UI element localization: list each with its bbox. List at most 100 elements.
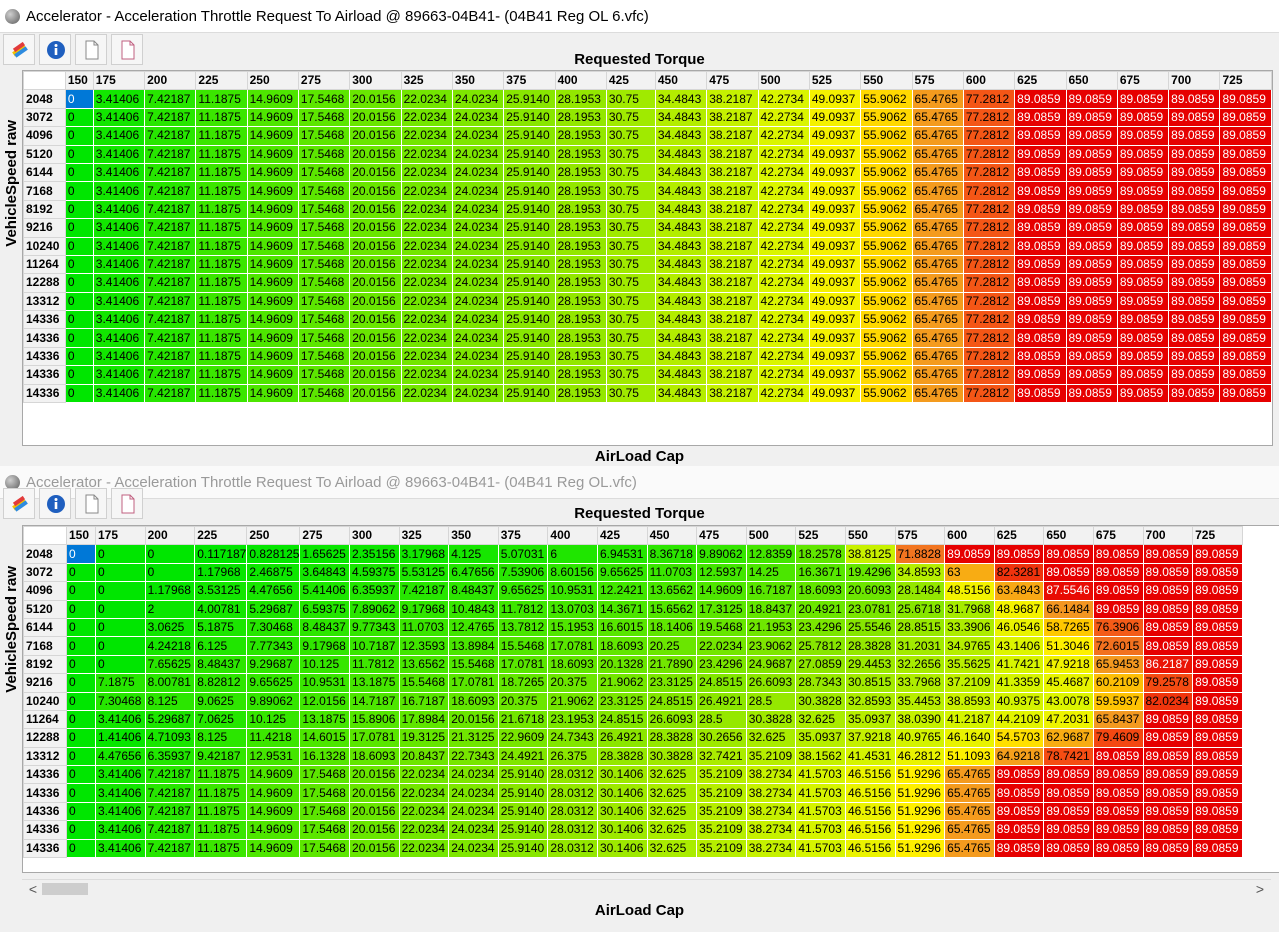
map-cell[interactable]: 14.9609 [246, 801, 301, 822]
document-alt-button[interactable] [111, 34, 143, 65]
map-cell[interactable]: 89.0859 [1014, 89, 1067, 109]
column-header[interactable]: 650 [1043, 526, 1094, 546]
map-cell[interactable]: 25.9140 [497, 765, 549, 785]
map-cell[interactable]: 25.7812 [795, 636, 846, 656]
map-cell[interactable]: 17.0781 [547, 636, 598, 656]
map-cell[interactable]: 63.4843 [993, 581, 1045, 601]
map-cell[interactable]: 10.125 [299, 654, 351, 675]
map-cell[interactable]: 42.2734 [757, 273, 810, 293]
map-cell[interactable]: 89.0859 [1168, 162, 1221, 183]
map-cell[interactable]: 55.9062 [860, 365, 913, 385]
map-cell[interactable]: 9.42187 [194, 746, 248, 767]
map-cell[interactable]: 0 [64, 199, 94, 220]
map-cell[interactable]: 51.9296 [894, 765, 946, 785]
map-cell[interactable]: 89.0859 [1168, 126, 1221, 146]
map-cell[interactable]: 89.0859 [1043, 765, 1094, 785]
column-header[interactable]: 575 [894, 526, 946, 546]
map-cell[interactable]: 4.00781 [194, 599, 248, 619]
map-cell[interactable]: 49.0937 [808, 310, 862, 330]
map-cell[interactable]: 11.1875 [195, 236, 248, 256]
map-cell[interactable]: 77.2812 [962, 107, 1016, 128]
map-cell[interactable]: 35.2109 [696, 838, 747, 859]
map-cell[interactable]: 11.1875 [194, 820, 248, 840]
map-cell[interactable]: 14.9609 [246, 291, 299, 312]
map-cell[interactable]: 7.42187 [144, 801, 196, 822]
map-cell[interactable]: 1.17968 [194, 562, 248, 583]
map-cell[interactable]: 65.4765 [944, 838, 995, 859]
map-cell[interactable]: 18.2578 [795, 544, 846, 564]
map-cell[interactable]: 89.0859 [1219, 162, 1272, 183]
map-cell[interactable]: 40.9375 [993, 691, 1045, 711]
map-cell[interactable]: 3.41406 [95, 801, 146, 822]
map-cell[interactable]: 38.2187 [706, 291, 759, 312]
map-cell[interactable]: 49.0937 [808, 346, 862, 367]
column-header[interactable]: 450 [646, 526, 698, 546]
map-cell[interactable]: 42.2734 [757, 218, 810, 238]
map-cell[interactable]: 9.89062 [696, 544, 747, 564]
map-cell[interactable]: 14.9609 [246, 199, 299, 220]
map-cell[interactable]: 89.0859 [1116, 236, 1170, 256]
map-cell[interactable]: 89.0859 [1192, 838, 1243, 859]
map-cell[interactable]: 24.0234 [451, 144, 505, 164]
map-cell[interactable]: 8.48437 [299, 617, 351, 638]
map-cell[interactable]: 89.0859 [1192, 599, 1243, 619]
map-cell[interactable]: 12.9531 [246, 746, 301, 767]
map-cell[interactable]: 12.5937 [696, 562, 747, 583]
map-cell[interactable]: 89.0859 [1142, 562, 1194, 583]
map-cell[interactable]: 3.41406 [92, 328, 146, 348]
map-cell[interactable]: 89.0859 [1014, 310, 1067, 330]
map-cell[interactable]: 28.1953 [554, 291, 607, 312]
row-header[interactable]: 2048 [23, 89, 66, 109]
column-header[interactable]: 350 [448, 526, 499, 546]
map-cell[interactable]: 11.1875 [195, 383, 248, 404]
map-cell[interactable]: 2.35156 [349, 544, 400, 564]
map-cell[interactable]: 89.0859 [1065, 107, 1118, 128]
map-cell[interactable]: 7.42187 [144, 162, 197, 183]
map-cell[interactable]: 55.9062 [860, 199, 913, 220]
map-cell[interactable]: 89.0859 [1116, 218, 1170, 238]
map-cell[interactable]: 65.9453 [1092, 654, 1144, 675]
map-cell[interactable]: 42.2734 [757, 144, 810, 164]
column-header[interactable]: 250 [246, 71, 299, 91]
map-cell[interactable]: 17.5468 [297, 181, 351, 201]
map-cell[interactable]: 38.2187 [706, 310, 759, 330]
map-cell[interactable]: 30.75 [605, 236, 656, 256]
map-cell[interactable]: 51.9296 [894, 820, 946, 840]
map-cell[interactable]: 0 [66, 654, 96, 675]
map-cell[interactable]: 17.5468 [299, 820, 351, 840]
map-cell[interactable]: 89.0859 [1142, 617, 1194, 638]
map-cell[interactable]: 7.42187 [144, 273, 197, 293]
map-cell[interactable]: 17.5468 [297, 346, 351, 367]
map-cell[interactable]: 18.6093 [795, 581, 846, 601]
row-header[interactable]: 8192 [23, 199, 66, 220]
map-cell[interactable]: 30.1406 [596, 838, 648, 859]
map-cell[interactable]: 26.6093 [646, 709, 698, 730]
map-cell[interactable]: 6.35937 [144, 746, 196, 767]
map-cell[interactable]: 7.42187 [144, 383, 197, 404]
map-cell[interactable]: 22.0234 [400, 346, 453, 367]
map-cell[interactable]: 89.0859 [1219, 365, 1272, 385]
map-cell[interactable]: 34.8593 [894, 562, 946, 583]
map-cell[interactable]: 8.125 [194, 728, 248, 748]
map-cell[interactable]: 8.48437 [448, 581, 499, 601]
map-cell[interactable]: 65.4765 [911, 273, 964, 293]
row-header[interactable]: 6144 [23, 617, 67, 638]
map-cell[interactable]: 89.0859 [1043, 544, 1094, 564]
map-cell[interactable]: 46.5156 [844, 801, 896, 822]
map-cell[interactable]: 28.1953 [554, 89, 607, 109]
map-cell[interactable]: 34.4843 [654, 310, 708, 330]
map-cell[interactable]: 0 [64, 126, 94, 146]
map-cell[interactable]: 11.1875 [195, 126, 248, 146]
map-cell[interactable]: 71.8828 [894, 544, 946, 564]
map-cell[interactable]: 5.29687 [246, 599, 301, 619]
map-cell[interactable]: 7.42187 [144, 346, 197, 367]
map-cell[interactable]: 18.7265 [497, 673, 549, 693]
map-cell[interactable]: 89.0859 [1092, 544, 1144, 564]
map-cell[interactable]: 24.8515 [596, 709, 648, 730]
map-cell[interactable]: 14.7187 [349, 691, 400, 711]
map-cell[interactable]: 0 [64, 346, 94, 367]
map-cell[interactable]: 49.0937 [808, 107, 862, 128]
map-cell[interactable]: 14.6015 [299, 728, 351, 748]
map-cell[interactable]: 24.0234 [451, 310, 505, 330]
map-cell[interactable]: 22.0234 [398, 801, 450, 822]
